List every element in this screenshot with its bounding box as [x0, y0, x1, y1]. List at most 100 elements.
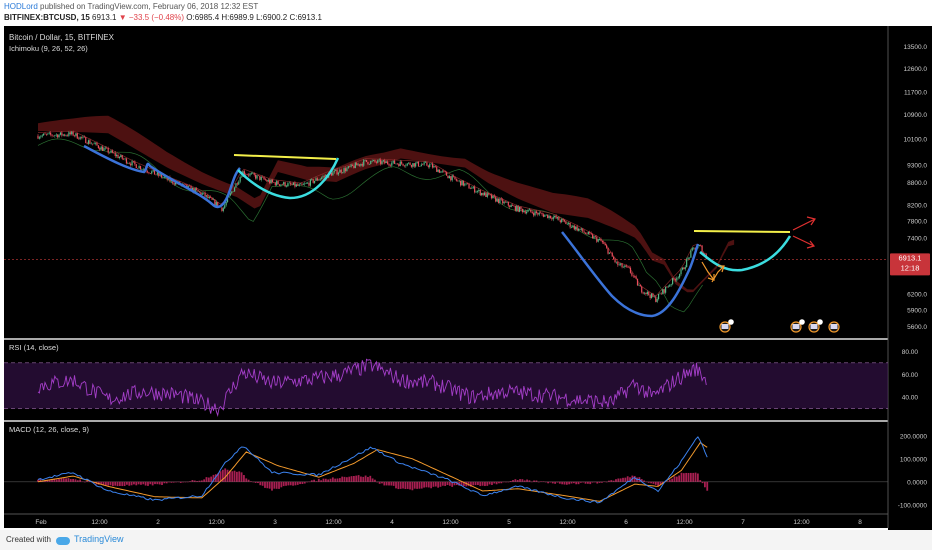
candle-body — [582, 228, 584, 232]
arrow-up-orange-head — [718, 265, 725, 273]
candle-body — [573, 225, 575, 230]
macd-histogram-bar — [488, 481, 491, 485]
macd-histogram-bar — [460, 481, 463, 486]
candle-body — [656, 299, 658, 302]
cup-right-curve-2[interactable] — [699, 235, 792, 272]
macd-histogram-bar — [245, 478, 248, 482]
candle-body — [347, 166, 349, 169]
candle-body — [693, 247, 695, 249]
macd-histogram-bar — [158, 481, 161, 485]
price-pane[interactable] — [4, 26, 888, 338]
macd-tick-label: 100.0000 — [900, 456, 927, 463]
macd-histogram-bar — [624, 477, 627, 482]
macd-histogram-bar — [107, 481, 110, 486]
macd-histogram-bar — [629, 477, 631, 482]
candle-body — [138, 166, 140, 169]
author-link[interactable]: HODLord — [4, 2, 38, 11]
macd-histogram-bar — [610, 480, 613, 482]
candle-body — [357, 164, 359, 166]
macd-histogram-bar — [140, 481, 142, 485]
candle-body — [541, 213, 543, 215]
last-price-badge: 6913.1 12:18 — [890, 253, 930, 276]
macd-histogram-bar — [48, 479, 51, 482]
event-flag-icon[interactable] — [808, 319, 823, 333]
candle-body — [116, 154, 118, 156]
macd-histogram-bar — [200, 480, 203, 482]
macd-histogram-bar — [228, 470, 231, 482]
candle-body — [340, 169, 342, 173]
candle-body — [375, 161, 377, 163]
candle-body — [566, 223, 568, 225]
event-flag-icon[interactable] — [719, 319, 734, 333]
candle-body — [38, 137, 41, 139]
macd-histogram-bar — [163, 481, 166, 484]
candle-body — [312, 179, 314, 183]
candle-body — [502, 199, 504, 204]
candle-body — [580, 228, 582, 230]
candle-body — [591, 234, 594, 239]
macd-histogram-bar — [514, 479, 517, 482]
macd-histogram-bar — [238, 471, 241, 482]
candle-body — [669, 284, 671, 287]
candle-body — [107, 148, 109, 153]
candle-body — [535, 211, 538, 214]
candle-body — [236, 183, 238, 185]
time-tick-label: 12:00 — [325, 519, 342, 526]
candle-body — [83, 136, 85, 138]
candle-body — [332, 172, 334, 176]
macd-histogram-bar — [462, 481, 465, 487]
candle-body — [396, 163, 399, 165]
macd-histogram-bar — [659, 481, 662, 486]
candle-body — [548, 215, 550, 219]
macd-histogram-bar — [619, 478, 622, 482]
candle-body — [343, 168, 345, 173]
arrow-down-red[interactable] — [792, 235, 815, 247]
macd-histogram-bar — [102, 481, 105, 486]
candle-body — [427, 165, 429, 167]
cup-left-curve-2[interactable] — [561, 231, 700, 318]
candle-body — [204, 192, 206, 197]
candle-body — [402, 163, 404, 166]
macd-histogram-bar — [591, 481, 594, 483]
macd-histogram-bar — [210, 476, 213, 482]
cup-left-curve[interactable] — [83, 144, 241, 209]
candle-body — [381, 161, 383, 164]
candle-body — [187, 185, 189, 188]
macd-histogram-bar — [74, 479, 77, 482]
macd-histogram-bar — [505, 481, 507, 483]
candle-body — [694, 247, 696, 250]
candle-body — [448, 176, 450, 179]
macd-histogram-bar — [568, 481, 571, 485]
tradingview-brand[interactable]: TradingView — [74, 534, 124, 544]
candle-body — [226, 197, 229, 202]
drawings[interactable] — [83, 144, 816, 318]
chart-canvas[interactable]: 13500.0 12600.0 11700.0 10900.0 10100.0 9300.… — [0, 26, 932, 530]
macd-histogram-bar — [278, 481, 280, 489]
candle-body — [700, 245, 702, 246]
candle-body — [374, 159, 376, 162]
arrow-down-orange[interactable] — [701, 261, 715, 281]
candle-body — [96, 142, 98, 146]
candle-body — [551, 218, 553, 220]
candle-body — [607, 247, 609, 254]
macd-histogram-bar — [558, 481, 561, 484]
event-markers[interactable] — [719, 319, 840, 333]
candle-body — [458, 180, 460, 182]
macd-histogram-bar — [289, 481, 292, 486]
event-flag-icon[interactable] — [828, 321, 840, 333]
macd-histogram-bar — [369, 475, 372, 482]
arrow-up-orange[interactable] — [711, 265, 725, 283]
candle-body — [229, 193, 231, 196]
candle-body — [41, 135, 43, 137]
resistance-line-2[interactable] — [693, 230, 791, 233]
event-flag-icon[interactable] — [790, 319, 805, 333]
resistance-line-1[interactable] — [233, 154, 337, 160]
macd-pane[interactable] — [4, 422, 888, 514]
cup-right-curve[interactable] — [237, 157, 340, 200]
arrow-up-red[interactable] — [792, 218, 816, 231]
candle-body — [462, 180, 465, 186]
candle-body — [47, 133, 49, 135]
candle-body — [450, 176, 452, 181]
candle-body — [146, 171, 149, 173]
price-change: ▼ −33.5 (−0.48%) — [118, 13, 185, 22]
